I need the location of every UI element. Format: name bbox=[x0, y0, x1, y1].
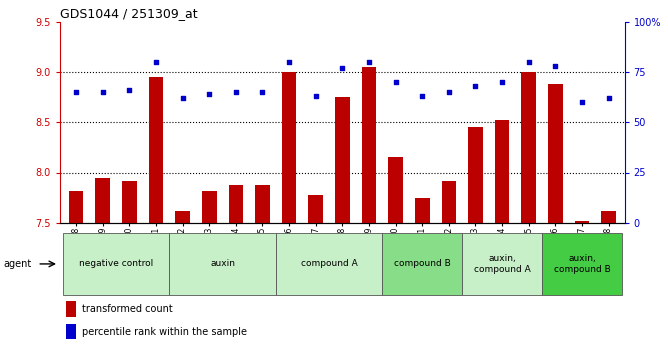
Bar bbox=[442, 180, 456, 345]
Bar bbox=[149, 78, 163, 345]
FancyBboxPatch shape bbox=[462, 233, 542, 295]
Point bbox=[390, 80, 401, 85]
Point bbox=[550, 64, 560, 69]
Bar bbox=[601, 210, 616, 345]
Text: auxin,
compound B: auxin, compound B bbox=[554, 254, 611, 274]
Bar bbox=[335, 97, 349, 345]
Point bbox=[524, 60, 534, 65]
Bar bbox=[202, 190, 216, 345]
Bar bbox=[468, 128, 483, 345]
Bar bbox=[175, 210, 190, 345]
Bar bbox=[65, 324, 76, 339]
Bar bbox=[574, 220, 589, 345]
Bar bbox=[388, 157, 403, 345]
Point bbox=[497, 80, 508, 85]
Bar bbox=[228, 185, 243, 345]
Point bbox=[177, 96, 188, 101]
Point bbox=[150, 60, 161, 65]
FancyBboxPatch shape bbox=[276, 233, 382, 295]
Bar bbox=[522, 72, 536, 345]
Text: auxin: auxin bbox=[210, 259, 235, 268]
Text: compound A: compound A bbox=[301, 259, 357, 268]
Point bbox=[71, 90, 81, 95]
Text: compound B: compound B bbox=[394, 259, 451, 268]
Bar bbox=[69, 190, 84, 345]
Point bbox=[444, 90, 454, 95]
FancyBboxPatch shape bbox=[542, 233, 622, 295]
Point bbox=[603, 96, 614, 101]
FancyBboxPatch shape bbox=[169, 233, 276, 295]
Point bbox=[204, 92, 214, 97]
FancyBboxPatch shape bbox=[63, 233, 169, 295]
Text: auxin,
compound A: auxin, compound A bbox=[474, 254, 530, 274]
Point bbox=[230, 90, 241, 95]
FancyBboxPatch shape bbox=[382, 233, 462, 295]
Text: transformed count: transformed count bbox=[81, 304, 172, 314]
Point bbox=[470, 84, 481, 89]
Bar bbox=[548, 85, 562, 345]
Bar bbox=[415, 198, 430, 345]
Text: agent: agent bbox=[3, 259, 31, 269]
Point bbox=[257, 90, 268, 95]
Bar bbox=[361, 67, 376, 345]
Text: negative control: negative control bbox=[79, 259, 153, 268]
Point bbox=[337, 66, 347, 71]
Point bbox=[576, 100, 587, 105]
Text: percentile rank within the sample: percentile rank within the sample bbox=[81, 327, 246, 337]
Bar bbox=[65, 301, 76, 317]
Point bbox=[284, 60, 295, 65]
Point bbox=[98, 90, 108, 95]
Point bbox=[311, 94, 321, 99]
Bar bbox=[96, 177, 110, 345]
Point bbox=[124, 88, 135, 93]
Point bbox=[363, 60, 374, 65]
Point bbox=[417, 94, 428, 99]
Bar bbox=[495, 120, 510, 345]
Bar bbox=[309, 195, 323, 345]
Bar bbox=[255, 185, 270, 345]
Bar bbox=[122, 180, 137, 345]
Bar bbox=[282, 72, 297, 345]
Text: GDS1044 / 251309_at: GDS1044 / 251309_at bbox=[60, 7, 198, 20]
